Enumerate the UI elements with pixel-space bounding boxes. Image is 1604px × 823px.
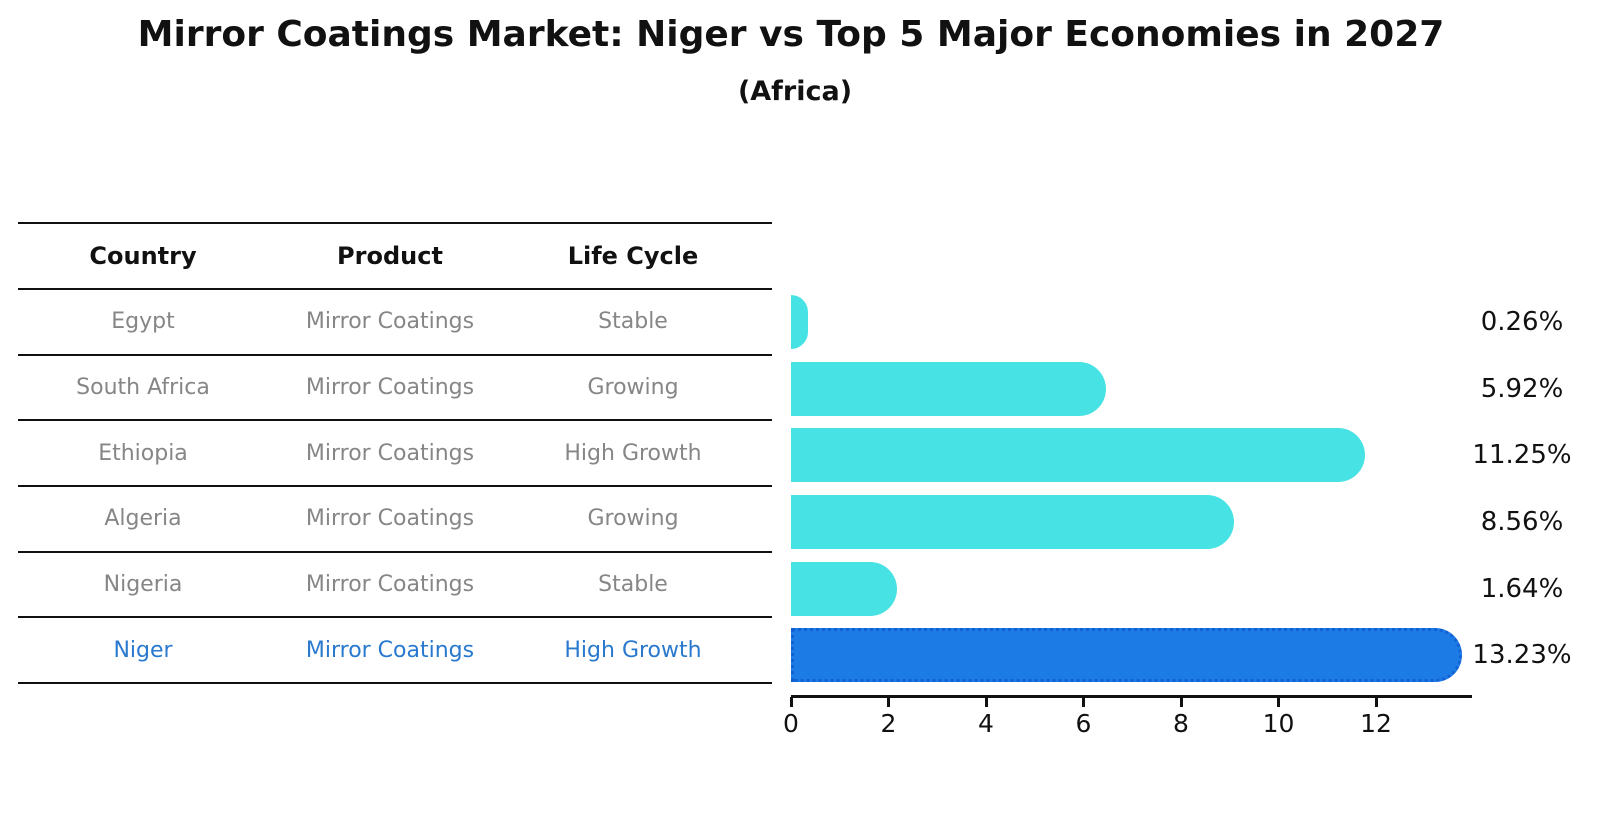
bar-south-africa [791, 361, 1106, 416]
header-country: Country [89, 242, 197, 270]
x-axis-spine [791, 695, 1472, 698]
bar-niger [791, 628, 1462, 683]
cell-life-cycle: High Growth [564, 440, 702, 466]
x-tick-mark [984, 697, 988, 707]
value-label-nigeria: 1.64% [1480, 573, 1564, 604]
chart-title: Mirror Coatings Market: Niger vs Top 5 M… [137, 14, 1445, 55]
value-label-ethiopia: 11.25% [1472, 440, 1572, 471]
cell-product: Mirror Coatings [305, 637, 475, 663]
value-label-algeria: 8.56% [1480, 507, 1564, 538]
value-label-niger: 13.23% [1472, 640, 1572, 671]
cell-product: Mirror Coatings [305, 506, 475, 532]
cell-life-cycle: Growing [587, 506, 679, 532]
bar-egypt [791, 294, 808, 349]
x-tick-mark [1179, 697, 1183, 707]
cell-country: Nigeria [103, 572, 183, 598]
x-tick-label: 8 [1173, 709, 1189, 738]
bar-algeria [791, 495, 1235, 550]
table-row-algeria: Algeria Mirror Coatings Growing [18, 487, 772, 553]
cell-life-cycle: High Growth [564, 637, 702, 663]
header-product: Product [337, 242, 443, 270]
cell-product: Mirror Coatings [305, 309, 475, 335]
table-header-row: Country Product Life Cycle [18, 224, 772, 290]
cell-country: Egypt [111, 309, 175, 335]
cell-life-cycle: Stable [598, 572, 668, 598]
x-tick-mark [789, 697, 793, 707]
bar-ethiopia [791, 428, 1366, 483]
chart-subtitle: (Africa) [737, 76, 853, 107]
cell-product: Mirror Coatings [305, 440, 475, 466]
value-label-south-africa: 5.92% [1480, 373, 1564, 404]
x-tick-mark [1082, 697, 1085, 707]
cell-product: Mirror Coatings [305, 375, 475, 401]
table-row-niger-highlighted: Niger Mirror Coatings High Growth [18, 618, 772, 685]
table-row-ethiopia: Ethiopia Mirror Coatings High Growth [18, 421, 772, 488]
x-tick-mark [1374, 697, 1378, 707]
table-row-south-africa: South Africa Mirror Coatings Growing [18, 356, 772, 422]
table-row-nigeria: Nigeria Mirror Coatings Stable [18, 553, 772, 619]
x-tick-mark [1277, 697, 1280, 707]
cell-country: Algeria [104, 506, 182, 532]
x-tick-label: 10 [1262, 709, 1295, 738]
bar-nigeria [791, 561, 897, 616]
header-life-cycle: Life Cycle [567, 242, 699, 270]
cell-product: Mirror Coatings [305, 572, 475, 598]
cell-life-cycle: Stable [598, 309, 668, 335]
x-tick-label: 12 [1360, 709, 1392, 738]
cell-country: South Africa [76, 375, 210, 401]
value-label-egypt: 0.26% [1480, 306, 1564, 337]
x-tick-label: 0 [783, 709, 799, 738]
table-row-egypt: Egypt Mirror Coatings Stable [18, 290, 772, 356]
country-table: Country Product Life Cycle Egypt Mirror … [18, 222, 772, 685]
cell-country: Ethiopia [98, 440, 188, 466]
cell-country: Niger [113, 637, 173, 663]
x-tick-label: 2 [880, 709, 897, 738]
x-tick-label: 4 [978, 709, 994, 738]
x-tick-label: 6 [1075, 709, 1092, 738]
x-tick-mark [887, 697, 890, 707]
cell-life-cycle: Growing [587, 375, 679, 401]
